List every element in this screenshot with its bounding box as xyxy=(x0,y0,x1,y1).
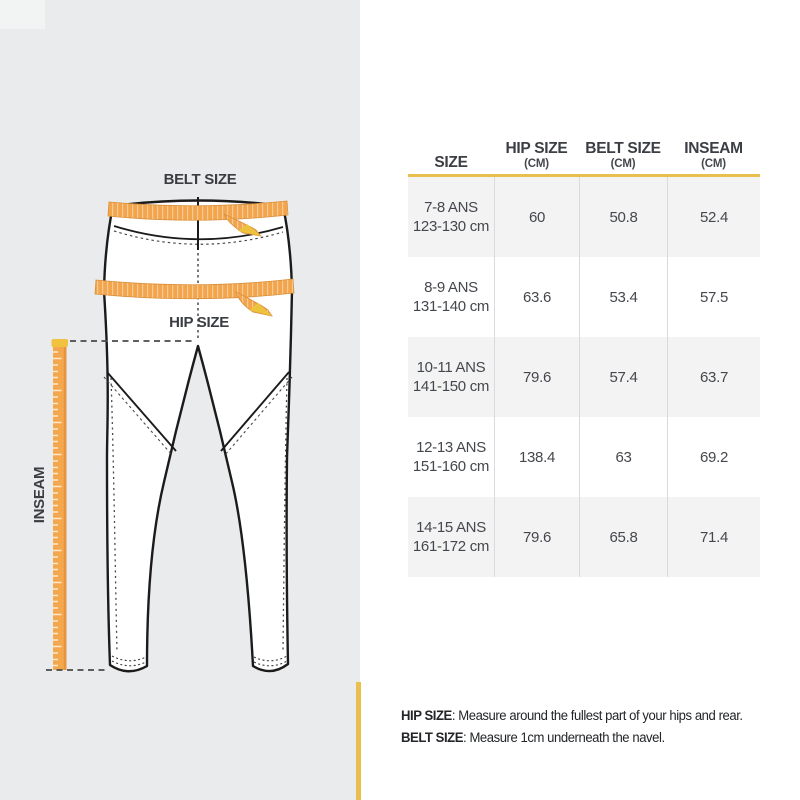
belt-tape xyxy=(107,200,289,237)
inseam-ruler xyxy=(51,339,68,670)
table-header: SIZE HIP SIZE (CM) BELT SIZE (CM) INSEAM… xyxy=(408,130,760,171)
cell-hip: 138.4 xyxy=(494,417,579,497)
diagram-panel: BELT SIZE HIP SIZE INSEAM xyxy=(0,0,360,800)
hip-tape-tip xyxy=(249,303,272,316)
cell-size: 12-13 ANS 151-160 cm xyxy=(412,439,490,475)
cell-hip: 63.6 xyxy=(494,257,579,337)
header-underline xyxy=(408,174,760,177)
hip-size-note: HIP SIZE: Measure around the fullest par… xyxy=(401,705,785,727)
cell-belt: 50.8 xyxy=(579,177,667,257)
cell-size: 14-15 ANS 161-172 cm xyxy=(412,519,490,555)
hip-size-label: HIP SIZE xyxy=(169,314,229,331)
pants-outline xyxy=(102,199,294,673)
corner-highlight xyxy=(0,0,45,29)
cell-hip: 60 xyxy=(494,177,579,257)
cell-inseam: 69.2 xyxy=(667,417,760,497)
table-row: 7-8 ANS 123-130 cm 60 50.8 52.4 xyxy=(408,177,760,257)
hip-tape xyxy=(94,278,295,317)
cell-belt: 65.8 xyxy=(579,497,667,577)
cell-size: 8-9 ANS 131-140 cm xyxy=(412,279,490,315)
panel-seam-right xyxy=(220,371,290,452)
hem-stitch-left xyxy=(111,655,147,667)
inseam-ruler-cap xyxy=(51,339,68,347)
side-seam-right xyxy=(282,377,288,653)
belt-size-label: BELT SIZE xyxy=(163,171,237,188)
cell-size: 7-8 ANS 123-130 cm xyxy=(412,199,490,235)
inseam-label: INSEAM xyxy=(31,466,48,524)
table-row: 8-9 ANS 131-140 cm 63.6 53.4 57.5 xyxy=(408,257,760,337)
measurement-notes: HIP SIZE: Measure around the fullest par… xyxy=(401,705,785,749)
cell-belt: 57.4 xyxy=(579,337,667,417)
side-seam-left xyxy=(110,377,118,653)
cell-hip: 79.6 xyxy=(494,337,579,417)
size-table: SIZE HIP SIZE (CM) BELT SIZE (CM) INSEAM… xyxy=(408,130,760,577)
cell-inseam: 57.5 xyxy=(667,257,760,337)
header-cell-inseam: INSEAM (CM) xyxy=(684,140,743,170)
accent-bar xyxy=(356,682,361,800)
header-cell-hip: HIP SIZE (CM) xyxy=(505,140,568,170)
panel-seam-left-stitch xyxy=(103,376,173,456)
yoke-seam-stitch xyxy=(113,230,284,245)
table-row: 10-11 ANS 141-150 cm 79.6 57.4 63.7 xyxy=(408,337,760,417)
cell-inseam: 52.4 xyxy=(667,177,760,257)
note-text: : Measure 1cm underneath the navel. xyxy=(463,730,665,745)
header-cell-belt: BELT SIZE (CM) xyxy=(585,140,661,170)
cell-size: 10-11 ANS 141-150 cm xyxy=(412,359,490,395)
panel-seam-left xyxy=(106,371,177,452)
table-row: 14-15 ANS 161-172 cm 79.6 65.8 71.4 xyxy=(408,497,760,577)
cell-inseam: 63.7 xyxy=(667,337,760,417)
pants-diagram xyxy=(46,197,295,673)
cell-hip: 79.6 xyxy=(494,497,579,577)
note-term: HIP SIZE xyxy=(401,708,452,723)
note-text: : Measure around the fullest part of you… xyxy=(451,708,743,723)
cell-inseam: 71.4 xyxy=(667,497,760,577)
panel-seam-right-stitch xyxy=(224,376,293,456)
table-row: 12-13 ANS 151-160 cm 138.4 63 69.2 xyxy=(408,417,760,497)
header-cell-size: SIZE xyxy=(434,154,468,171)
table-body: 7-8 ANS 123-130 cm 60 50.8 52.4 8-9 ANS … xyxy=(408,177,760,577)
cell-belt: 63 xyxy=(579,417,667,497)
belt-tape-tip xyxy=(238,224,261,236)
cell-belt: 53.4 xyxy=(579,257,667,337)
belt-size-note: BELT SIZE: Measure 1cm underneath the na… xyxy=(401,727,785,749)
note-term: BELT SIZE xyxy=(401,730,464,745)
